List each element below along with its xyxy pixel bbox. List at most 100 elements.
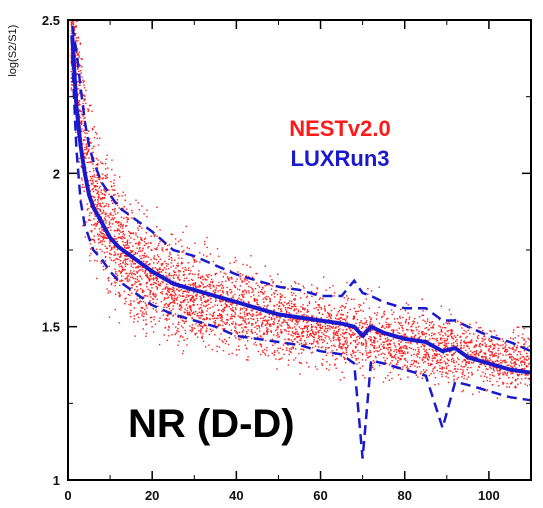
nest-point xyxy=(121,227,124,229)
nest-point xyxy=(307,310,309,313)
nest-point xyxy=(193,260,195,262)
nest-point xyxy=(344,358,346,360)
nest-point xyxy=(466,378,468,380)
nest-point xyxy=(251,337,253,340)
nest-point xyxy=(92,167,94,170)
nest-point xyxy=(517,335,519,337)
nest-point xyxy=(440,330,442,333)
nest-point xyxy=(529,362,531,364)
nest-point xyxy=(388,364,391,366)
nest-point xyxy=(322,298,324,300)
nest-point xyxy=(227,277,229,279)
nest-point xyxy=(277,307,280,310)
nest-point xyxy=(390,349,392,351)
nest-point xyxy=(197,274,199,276)
nest-point xyxy=(253,343,255,345)
nest-point xyxy=(428,348,430,351)
nest-point xyxy=(318,336,320,338)
nest-point xyxy=(310,326,313,329)
nest-point xyxy=(110,283,113,286)
nest-point xyxy=(121,266,123,268)
nest-point xyxy=(374,355,377,358)
nest-point xyxy=(116,248,118,251)
nest-point xyxy=(339,320,341,322)
nest-point xyxy=(150,235,152,237)
nest-point xyxy=(79,110,82,112)
nest-point xyxy=(272,281,274,283)
nest-point xyxy=(250,317,252,320)
nest-point xyxy=(398,343,400,345)
nest-point xyxy=(524,363,526,365)
nest-point xyxy=(471,373,474,375)
nest-point xyxy=(85,152,87,154)
nest-point xyxy=(463,358,466,361)
nest-point xyxy=(166,290,169,292)
nest-point xyxy=(119,263,122,265)
nest-point xyxy=(198,315,200,317)
nest-point xyxy=(92,151,94,154)
nest-point xyxy=(440,328,442,331)
nest-point xyxy=(527,365,529,368)
nest-point xyxy=(238,324,240,326)
nest-point xyxy=(83,84,85,86)
nest-point xyxy=(455,361,458,363)
nest-point xyxy=(384,327,386,329)
nest-point xyxy=(373,336,375,338)
nest-point xyxy=(291,341,294,343)
nest-point xyxy=(248,302,250,304)
nest-point xyxy=(112,260,115,262)
nest-point xyxy=(403,358,406,360)
nest-point xyxy=(124,259,127,261)
nest-point xyxy=(171,297,173,299)
nest-point xyxy=(104,190,106,192)
nest-point xyxy=(239,324,241,326)
nest-point xyxy=(510,356,512,358)
nest-point xyxy=(81,186,83,189)
nest-point xyxy=(123,255,126,257)
nest-point xyxy=(250,286,252,288)
nest-point xyxy=(108,279,110,282)
nest-point xyxy=(182,336,184,338)
nest-point xyxy=(119,226,122,228)
nest-point xyxy=(180,239,182,241)
nest-point xyxy=(519,351,521,353)
nest-point xyxy=(523,345,525,348)
nest-point xyxy=(369,343,372,346)
nest-point xyxy=(297,333,299,336)
nest-point xyxy=(387,338,389,341)
nest-point xyxy=(318,306,320,308)
nest-point xyxy=(215,297,217,300)
nest-point xyxy=(418,348,420,351)
nest-point xyxy=(298,352,300,355)
nest-point xyxy=(189,298,191,300)
nest-point xyxy=(90,161,92,164)
nest-point xyxy=(333,307,336,310)
nest-point xyxy=(339,317,342,319)
nest-point xyxy=(328,369,330,371)
nest-point xyxy=(430,322,432,324)
nest-point xyxy=(190,294,192,297)
nest-point xyxy=(304,326,306,329)
nest-point xyxy=(286,347,288,349)
nest-point xyxy=(84,136,86,138)
nest-point xyxy=(166,294,169,296)
nest-point xyxy=(411,336,413,338)
nest-point xyxy=(413,335,416,337)
nest-point xyxy=(315,332,317,334)
nest-point xyxy=(141,291,144,293)
nest-point xyxy=(152,293,154,296)
nest-point xyxy=(514,363,516,366)
nest-point xyxy=(373,377,375,379)
nest-point xyxy=(152,283,155,286)
nest-point xyxy=(146,286,148,288)
nest-point xyxy=(422,362,425,364)
nest-point xyxy=(510,382,512,385)
nest-point xyxy=(406,367,408,369)
nest-point xyxy=(307,336,310,338)
nest-point xyxy=(232,310,235,312)
nest-point xyxy=(215,287,218,289)
nest-point xyxy=(157,305,159,307)
nest-point xyxy=(137,302,139,304)
nest-point xyxy=(212,280,214,283)
nest-point xyxy=(182,300,185,302)
